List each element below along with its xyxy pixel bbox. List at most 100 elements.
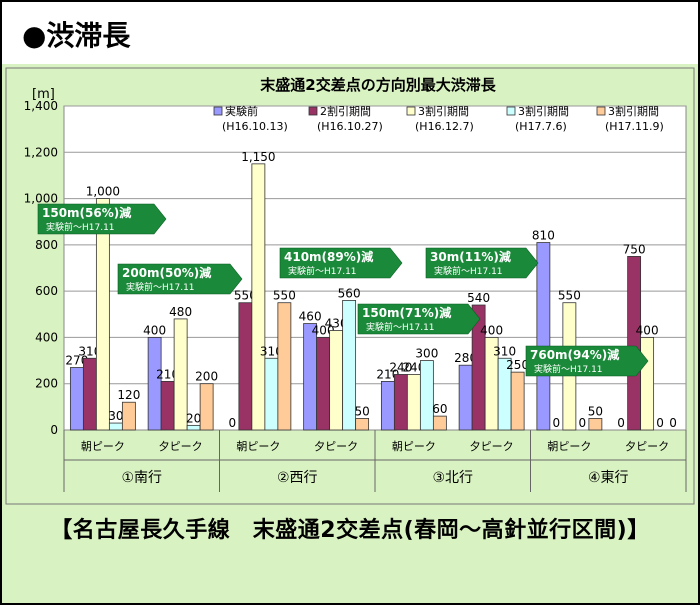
legend-swatch — [596, 106, 606, 116]
legend-swatch — [213, 106, 223, 116]
data-label: 560 — [338, 286, 361, 300]
x-tick-label: 夕ピーク — [314, 440, 358, 453]
bar — [355, 418, 370, 431]
legend-label: 実験前 — [225, 104, 258, 118]
bar — [82, 357, 97, 431]
x-tick-label: 朝ピーク — [547, 440, 591, 453]
data-label: 50 — [354, 404, 369, 418]
y-tick-label: 800 — [35, 238, 58, 252]
bar — [316, 337, 331, 431]
data-label: 120 — [117, 388, 140, 402]
legend-swatch — [406, 106, 416, 116]
legend-swatch — [506, 106, 516, 116]
data-label: 200 — [195, 370, 218, 384]
heading-bar: ●渋滞長 — [2, 2, 698, 64]
chart-frame — [5, 67, 695, 505]
bar — [238, 302, 253, 431]
group-label: ③北行 — [432, 470, 473, 486]
callout-subtext: 実験前～H17.11 — [434, 265, 503, 277]
data-label: 0 — [579, 416, 587, 430]
bar — [627, 256, 642, 431]
data-label: 540 — [467, 291, 490, 305]
bar — [406, 374, 421, 431]
callout-text: 150m(71%)減 — [362, 305, 451, 320]
callout-subtext: 実験前～H17.11 — [534, 363, 603, 375]
callout-arrow — [37, 203, 167, 235]
data-label: 400 — [636, 323, 659, 337]
bar — [160, 380, 175, 431]
data-label: 30 — [108, 409, 123, 423]
callout-arrow — [525, 345, 649, 377]
data-label: 310 — [260, 344, 283, 358]
bar — [458, 364, 473, 431]
data-label: 240 — [402, 360, 425, 374]
callout-text: 150m(56%)減 — [42, 205, 131, 220]
bar — [251, 163, 266, 431]
y-axis-label: [m] — [32, 87, 55, 102]
data-label: 0 — [229, 416, 237, 430]
data-label: 750 — [623, 242, 646, 256]
callout-text: 200m(50%)減 — [122, 265, 211, 280]
data-label: 210 — [376, 367, 399, 381]
data-label: 50 — [588, 404, 603, 418]
data-label: 1,150 — [241, 150, 275, 164]
data-label: 270 — [65, 354, 88, 368]
chart-title: 末盛通2交差点の方向別最大渋滞長 — [260, 76, 496, 94]
data-label: 550 — [273, 289, 296, 303]
data-label: 400 — [480, 323, 503, 337]
callout-text: 410m(89%)減 — [284, 249, 373, 264]
data-label: 310 — [493, 344, 516, 358]
bar — [121, 401, 136, 431]
bar — [536, 242, 551, 431]
y-tick-label: 0 — [50, 423, 58, 437]
bar — [69, 367, 84, 431]
x-tick-label: 朝ピーク — [81, 440, 125, 453]
legend-label: 3割引期間 — [418, 104, 469, 118]
callout-text: 760m(94%)減 — [530, 347, 619, 362]
bar — [186, 424, 201, 431]
bar — [510, 371, 525, 431]
callout-subtext: 実験前～H17.11 — [46, 221, 115, 233]
callout-arrow — [425, 247, 539, 279]
x-tick-label: 夕ピーク — [470, 440, 514, 453]
callout-arrow — [357, 303, 481, 335]
callout-arrow — [279, 247, 403, 279]
callout-text: 30m(11%)減 — [430, 249, 511, 264]
bar — [277, 302, 292, 431]
legend-sublabel: (H16.10.13) — [222, 120, 288, 133]
y-tick-label: 400 — [35, 330, 58, 344]
group-label: ④東行 — [588, 470, 629, 486]
data-label: 300 — [415, 347, 438, 361]
bar — [303, 323, 318, 431]
callout-subtext: 実験前～H17.11 — [288, 265, 357, 277]
callout-arrow — [117, 263, 243, 295]
legend-swatch — [308, 106, 318, 116]
y-tick-label: 1,200 — [24, 145, 58, 159]
bar-chart: 末盛通2交差点の方向別最大渋滞長[m]02004006008001,0001,2… — [5, 67, 695, 505]
bar — [264, 357, 279, 431]
x-tick-label: 朝ピーク — [236, 440, 280, 453]
group-label: ②西行 — [277, 470, 318, 486]
legend-sublabel: (H17.7.6) — [515, 120, 567, 133]
bar — [342, 299, 357, 431]
legend-label: 3割引期間 — [608, 104, 659, 118]
data-label: 250 — [506, 358, 529, 372]
bar — [393, 374, 408, 431]
bar — [173, 318, 188, 431]
page-heading: ●渋滞長 — [22, 19, 131, 52]
bar — [419, 360, 434, 431]
data-label: 810 — [532, 229, 555, 243]
legend-sublabel: (H16.10.27) — [317, 120, 383, 133]
callout-subtext: 実験前～H17.11 — [126, 281, 195, 293]
bar — [199, 383, 214, 431]
y-tick-label: 600 — [35, 284, 58, 298]
data-label: 60 — [432, 402, 447, 416]
data-label: 430 — [325, 316, 348, 330]
y-tick-label: 1,000 — [24, 192, 58, 206]
data-label: 280 — [454, 351, 477, 365]
bar — [380, 380, 395, 431]
data-label: 0 — [669, 416, 677, 430]
caption: 【名古屋長久手線 末盛通2交差点(春岡～高針並行区間)】 — [50, 518, 650, 543]
data-label: 550 — [558, 289, 581, 303]
legend-sublabel: (H17.11.9) — [605, 120, 664, 133]
